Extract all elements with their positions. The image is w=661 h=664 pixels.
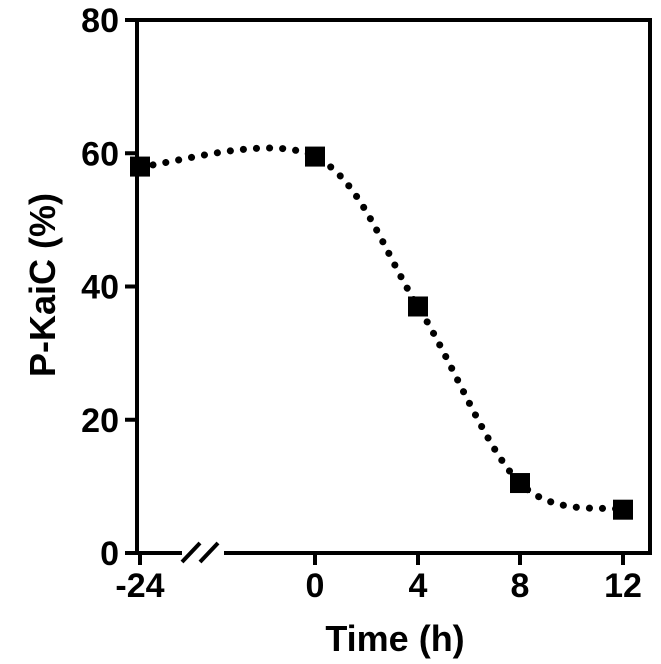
x-tick-label: 0 [306,567,325,605]
data-point [130,156,150,177]
x-tick-label: 8 [511,567,530,605]
x-tick-label: 12 [604,567,642,605]
y-tick-label: 80 [81,2,119,40]
y-tick-label: 20 [81,402,119,440]
axis-break-slash [198,541,220,564]
y-tick-label: 60 [81,135,119,173]
x-tick-label: 4 [409,567,428,605]
plot-frame [135,18,652,555]
data-point [305,146,325,167]
y-tick-label: 0 [100,535,119,573]
axis-break-slash [180,541,202,564]
plot-border [135,18,652,555]
x-axis-title: Time (h) [325,618,464,659]
x-tick-label: -24 [115,567,164,605]
series-markers [130,146,633,520]
axis-ticks [125,18,625,565]
y-axis-title: P-KaiC (%) [22,193,63,377]
axis-break-marker [180,541,224,564]
data-point [613,499,633,520]
y-tick-label: 40 [81,269,119,307]
data-point [510,473,530,494]
series-0-line [136,144,627,514]
series-line [136,144,627,514]
data-point [408,296,428,317]
